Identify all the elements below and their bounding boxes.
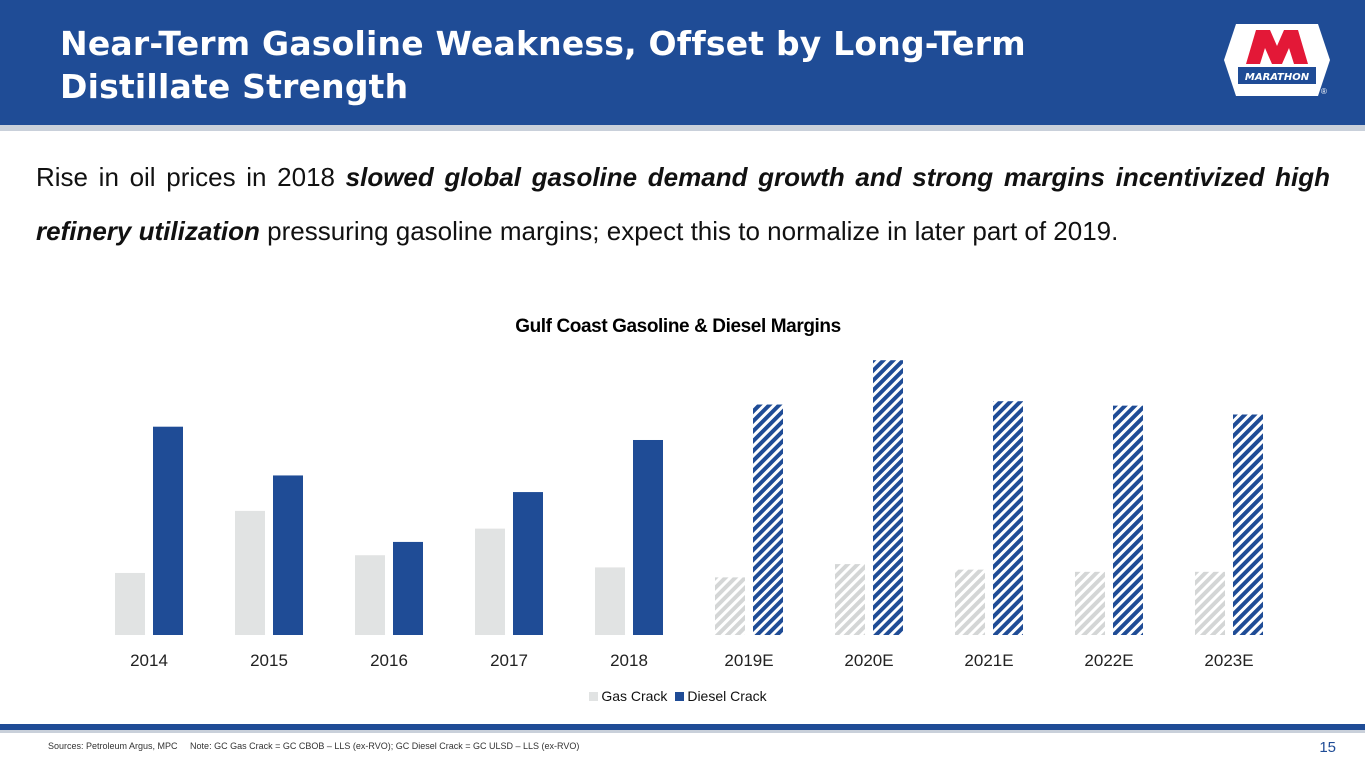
legend-item-diesel-crack: Diesel Crack [675,688,767,704]
bar-group [115,360,1263,635]
x-tick-label-2019e: 2019E [724,651,773,670]
x-tick-label-2021e: 2021E [964,651,1013,670]
bar-diesel-crack-2023e [1233,414,1263,635]
bar-diesel-crack-2014 [153,426,183,635]
bar-diesel-crack-2018 [633,439,663,635]
legend-swatch-diesel [675,692,685,701]
bar-gas-crack-2022e [1075,571,1105,635]
legend-item-gas-crack: Gas Crack [589,688,667,704]
x-tick-label-2015: 2015 [250,651,288,670]
bar-diesel-crack-2022e [1113,405,1143,635]
logo-m-icon [1246,30,1308,64]
title-bar: Near-Term Gasoline Weakness, Offset by L… [0,0,1365,125]
footer-divider [0,724,1365,730]
bar-diesel-crack-2017 [513,492,543,635]
x-tick-label-2022e: 2022E [1084,651,1133,670]
chart-title: Gulf Coast Gasoline & Diesel Margins [515,316,841,337]
bar-diesel-crack-2019e [753,404,783,635]
body-text-emphasis: slowed global gasoline demand growth and… [36,162,1330,246]
logo-band [1238,67,1316,84]
x-tick-label-2016: 2016 [370,651,408,670]
sources-note: Sources: Petroleum Argus, MPC Note: GC G… [48,741,580,751]
body-text-part2: pressuring gasoline margins; expect this… [259,216,1119,246]
footer-divider-light [0,730,1365,733]
bar-gas-crack-2017 [475,528,505,635]
body-paragraph: Rise in oil prices in 2018 slowed global… [36,150,1330,258]
marathon-logo: MARATHON ® [1224,24,1330,96]
logo-wordmark: MARATHON [1245,72,1310,83]
page-number: 15 [1319,739,1336,756]
header-divider [0,125,1365,131]
bar-gas-crack-2015 [235,510,265,635]
x-tick-label-2018: 2018 [610,651,648,670]
bar-diesel-crack-2021e [993,401,1023,635]
legend-label-diesel: Diesel Crack [687,688,767,704]
bar-diesel-crack-2016 [393,541,423,635]
logo-registered-mark: ® [1321,87,1327,96]
bar-gas-crack-2023e [1195,571,1225,635]
margins-bar-chart: 2014 2015 2016 2017 2018 2019E 2020E 2021E 2022E… [115,360,1263,670]
bar-gas-crack-2014 [115,572,145,635]
bar-gas-crack-2019e [715,577,745,635]
slide-title: Near-Term Gasoline Weakness, Offset by L… [60,24,1026,106]
bar-diesel-crack-2020e [873,360,903,635]
x-tick-label-2017: 2017 [490,651,528,670]
bar-gas-crack-2018 [595,567,625,635]
x-axis-ticks: 2014 2015 2016 2017 2018 2019E 2020E 2021E 2022E… [130,651,1254,670]
bar-diesel-crack-2015 [273,475,303,635]
legend-label-gas: Gas Crack [601,688,668,704]
chart-legend: Gas Crack Diesel Crack [0,688,1356,704]
bar-gas-crack-2016 [355,555,385,635]
x-tick-label-2020e: 2020E [844,651,893,670]
x-tick-label-2023e: 2023E [1204,651,1253,670]
body-text-part1: Rise in oil prices in 2018 [36,162,346,192]
bar-gas-crack-2021e [955,569,985,635]
x-tick-label-2014: 2014 [130,651,168,670]
legend-swatch-gas [589,692,599,701]
bar-gas-crack-2020e [835,564,865,635]
